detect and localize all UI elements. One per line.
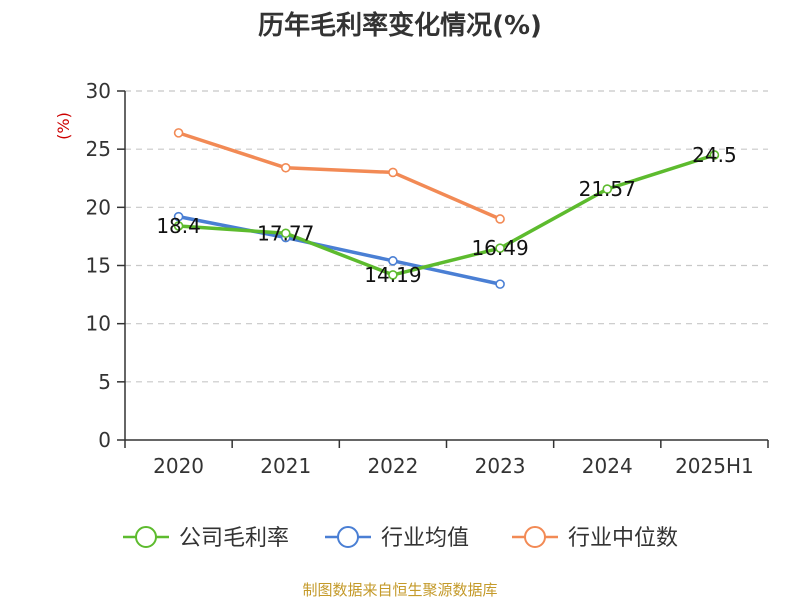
y-tick-label: 15 xyxy=(86,254,111,278)
data-point xyxy=(709,150,720,160)
data-label: 24.5 xyxy=(692,143,737,167)
y-tick-label: 30 xyxy=(86,79,111,103)
x-tick-label: 2025H1 xyxy=(675,454,754,478)
x-tick-label: 2020 xyxy=(153,454,204,478)
y-tick-label: 20 xyxy=(86,195,111,219)
data-label: 16.49 xyxy=(471,236,528,260)
data-point xyxy=(173,211,184,222)
legend-label: 行业均值 xyxy=(381,526,469,551)
data-point xyxy=(388,167,398,178)
data-point xyxy=(173,128,184,138)
data-label: 14.19 xyxy=(364,263,421,287)
data-label: 17.77 xyxy=(257,221,314,245)
data-point xyxy=(495,214,505,224)
data-point xyxy=(495,243,505,253)
data-source-note: 制图数据来自恒生聚源数据库 xyxy=(302,581,497,599)
legend-label: 公司毛利率 xyxy=(179,526,289,551)
legend-swatch-marker xyxy=(135,526,157,548)
series-line xyxy=(176,214,502,286)
legend-swatch-marker xyxy=(337,526,359,548)
data-point xyxy=(388,256,398,266)
x-tick-label: 2023 xyxy=(475,454,526,478)
data-point xyxy=(495,279,505,289)
data-point xyxy=(173,221,184,231)
data-point xyxy=(388,270,398,280)
y-tick-label: 0 xyxy=(98,428,111,452)
series-line xyxy=(176,153,717,277)
data-point xyxy=(280,162,291,173)
data-label: 18.4 xyxy=(156,214,201,238)
data-point xyxy=(602,184,613,194)
x-tick-label: 2021 xyxy=(260,454,311,478)
y-tick-label: 5 xyxy=(98,370,111,394)
data-point xyxy=(280,228,291,239)
x-tick-label: 2022 xyxy=(367,454,418,478)
legend-label: 行业中位数 xyxy=(568,526,678,551)
y-tick-label: 10 xyxy=(86,312,111,336)
data-label: 21.57 xyxy=(579,177,636,201)
legend-swatch-marker xyxy=(524,526,546,548)
y-tick-label: 25 xyxy=(86,137,111,161)
x-tick-label: 2024 xyxy=(582,454,633,478)
series-line xyxy=(176,131,502,221)
chart-title: 历年毛利率变化情况(%) xyxy=(258,10,542,41)
y-axis-unit: (%) xyxy=(54,112,73,140)
